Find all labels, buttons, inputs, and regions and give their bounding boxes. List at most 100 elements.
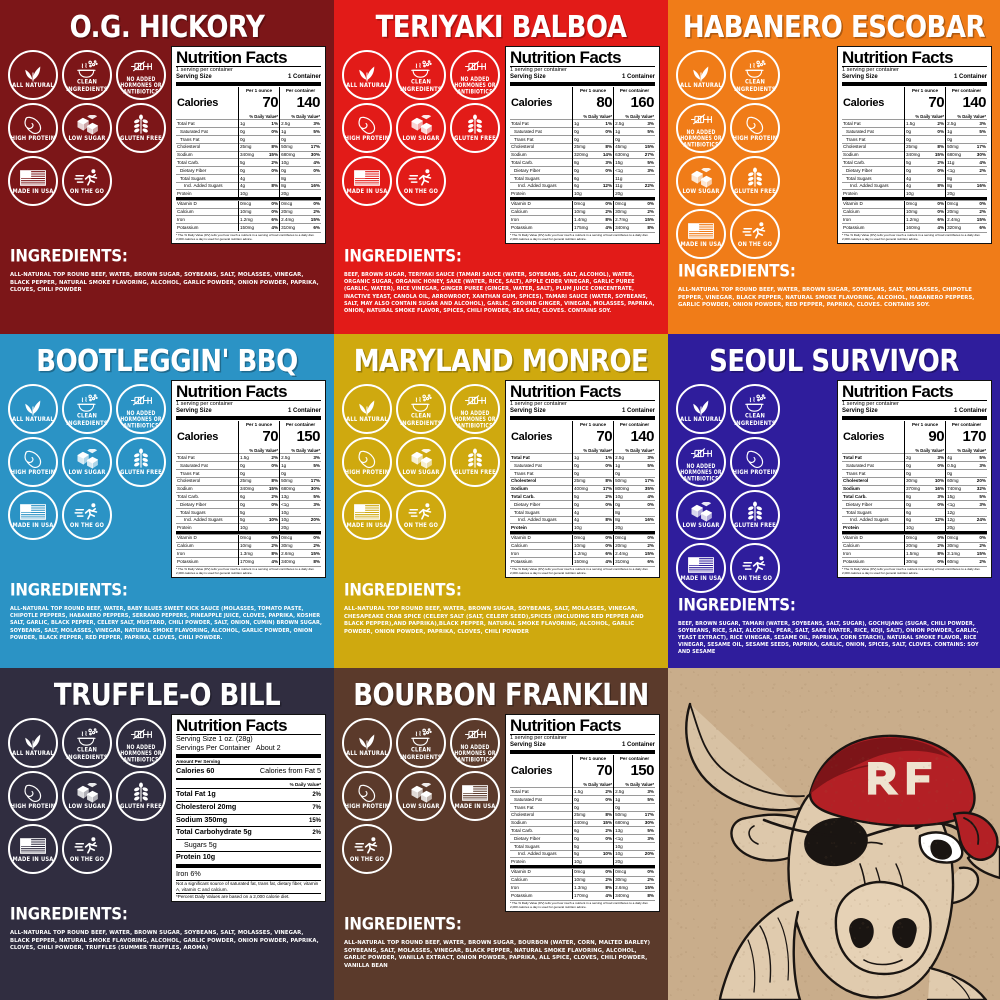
dv-per-ounce: 8% [596,215,614,224]
badge-label: GLUTEN FREE [454,134,496,143]
sugar-cubes-icon [689,167,713,189]
dv-per-ounce: 12% [928,515,946,524]
value-per-ounce: 1.5g [237,453,263,462]
dv-per-ounce: 8% [262,549,280,558]
ingredients-text: ALL-NATURAL TOP ROUND BEEF, WATER, BROWN… [10,930,319,952]
nutrient-row: Dietary Fiber 0g 0% 0g 0% [510,500,655,509]
badge-high-protein: HIGH PROTEIN [342,103,392,153]
dv-per-ounce: 0% [262,199,280,209]
nutrient-row: Vitamin D 0mcg 0% 0mcg 0% [510,199,655,209]
dv-per-container: 0% [638,867,655,877]
value-per-container: 15g [945,492,971,501]
nutrient-row: Trans Fat 0g 0g [510,803,655,812]
value-per-ounce: 1.3mg [571,883,597,892]
badge-high-protein: HIGH PROTEIN [342,771,392,821]
dv-per-container: 15% [638,883,655,892]
dv-per-ounce: 15% [596,818,614,827]
nutrient-row: Trans Fat 0g 0g [842,469,987,478]
value-per-container: 4g [945,453,971,462]
nf-title: Nutrition Facts [510,716,622,735]
value-per-container: 10g [279,507,305,517]
dv-per-ounce [596,173,614,183]
value-per-container: 11g [613,181,639,190]
dv-per-container: 24% [970,515,987,524]
bicep-icon [356,448,378,470]
divider [842,400,987,402]
nutrient-row: Sodium 350mg 15% [176,815,321,827]
badge-label: NO ADDED HORMONES OR ANTIBIOTICS [120,410,162,430]
daily-value-header-row: % Daily Value*% Daily Value* [510,447,655,454]
nutrient-name: Total Sugars [510,173,573,183]
ingredients-heading: INGREDIENTS: [344,245,462,267]
bowl-icon [744,392,767,414]
value-per-ounce: 0g [571,127,597,136]
value-per-ounce: 1.2mg [237,215,263,224]
col-per-container-header: Per container [945,87,987,94]
nutrient-row: Saturated Fat 0g 0% 1g 5% [842,127,987,136]
nutrient-name: Trans Fat [510,135,573,144]
nutrient-name: Dietary Fiber [842,500,905,509]
nutrient-name: Total Carb. [842,158,905,167]
value-per-ounce: 370mg [903,484,929,493]
servings-per-container: 1 serving per container [510,67,567,74]
wheat-no-icon [465,448,485,470]
dv-per-container: 0% [638,500,655,509]
badge-label: ON THE GO [737,240,773,249]
value-per-container: 1g [613,461,639,470]
nutrient-name: Iron 6% [176,869,201,879]
nf-footnote: * The % Daily Value (DV) tells you how m… [510,565,655,575]
nutrient-row: Total Carbohydrate 5g 2% [176,827,321,839]
nutrient-row: Total Carb. 5g 2% 10g 4% [510,492,655,501]
usa-flag-icon [20,501,46,523]
dv-per-container: 3% [304,453,321,462]
usa-flag-icon [688,220,714,242]
servings-per-container-row: Servings Per Container About 2 [176,743,321,753]
value-per-ounce: 0mcg [571,867,597,877]
value-per-ounce: 25mg [237,142,263,152]
divider-thick [510,82,655,87]
nutrient-row: Protein 10g 20g [842,523,987,532]
nutrient-name: Calcium [176,541,239,550]
nutrient-row: Saturated Fat 0g 0% 0.5g 3% [842,461,987,470]
dv-per-container: 30% [970,150,987,159]
nutrient-name: Total Fat [510,787,573,796]
nutrient-name: Trans Fat [176,135,239,144]
value-per-ounce: 1g [571,119,597,128]
value-per-ounce: 6g [903,507,929,517]
nutrient-row: Incl. Added Sugars 5g 10% 10g 20% [176,515,321,524]
value-per-container: 30mg [945,541,971,550]
value-per-container: 2.6mg [279,549,305,558]
nf-footnote: * The % Daily Value (DV) tells you how m… [842,231,987,241]
calories-label: Calories [177,430,219,443]
col-per-ounce-header: Per 1 ounce [237,421,280,428]
dv-per-container: 2% [304,541,321,550]
nutrient-name: Vitamin D [842,199,905,209]
value-per-container: 0g [279,135,305,144]
nutrient-name: Potassium [510,223,573,231]
benefit-badges: ALL NATURAL CLEAN INGREDIENTS NO ADDED H… [342,46,501,244]
nutrient-name: Saturated Fat [510,461,573,470]
dv-per-container: 5% [304,127,321,136]
divider [842,66,987,68]
nutrient-row: Vitamin D 0mcg 0% 0mcg 0% [842,533,987,543]
divider [176,880,321,882]
nutrition-table: Per 1 ounce Per container Calories 70 140% D… [510,421,655,565]
dv-per-container: 15% [304,549,321,558]
calories-row: Calories 70 140 [176,93,321,114]
dv-header-2: % Daily Value* [279,447,321,454]
nutrient-name: Saturated Fat [842,127,905,136]
syringe-no-icon [128,390,154,412]
value-per-container: 0mcg [945,533,971,543]
badge-label: GLUTEN FREE [120,134,162,143]
dv-header-2: % Daily Value* [945,113,987,120]
leaf-icon [22,729,44,751]
value-per-container: 630mg [613,150,639,159]
value-per-ounce: 10mg [237,207,263,216]
badge-made-in-usa: MADE IN USA [450,771,500,821]
calories-per-ounce: 70 [903,93,946,114]
calories-row: Calories 90 170 [842,427,987,448]
value-per-container: 10g [279,158,305,167]
calories-row: Calories 80 160 [510,93,655,114]
divider [176,788,321,790]
flavor-panel-teriyaki-balboa: TERIYAKI BALBOA ALL NATURAL CLEAN INGRED… [334,0,668,334]
